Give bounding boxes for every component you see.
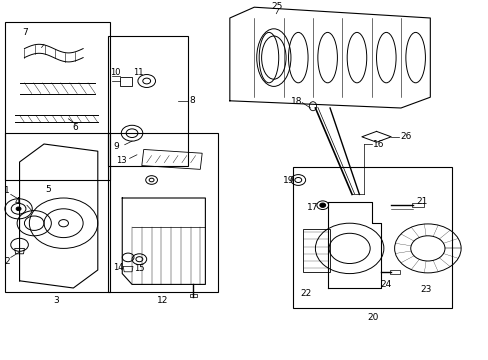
Text: 13: 13 xyxy=(116,156,127,165)
Text: 5: 5 xyxy=(45,185,51,194)
Bar xyxy=(5,22,110,180)
Text: 1: 1 xyxy=(4,186,10,195)
Text: 16: 16 xyxy=(372,140,384,149)
Text: 17: 17 xyxy=(306,202,318,212)
Bar xyxy=(107,133,217,292)
Text: 10: 10 xyxy=(110,68,120,77)
Text: 22: 22 xyxy=(300,289,311,298)
Text: 3: 3 xyxy=(53,296,59,305)
Text: 19: 19 xyxy=(282,176,294,185)
Bar xyxy=(5,133,110,292)
Text: 4: 4 xyxy=(15,197,20,206)
Text: 14: 14 xyxy=(113,263,123,272)
Text: 9: 9 xyxy=(113,143,119,152)
Text: 18: 18 xyxy=(290,97,302,106)
Text: 23: 23 xyxy=(420,285,431,294)
Circle shape xyxy=(16,207,21,211)
Text: 24: 24 xyxy=(380,280,391,289)
Text: 20: 20 xyxy=(366,313,378,322)
Text: 26: 26 xyxy=(399,132,410,141)
Circle shape xyxy=(319,203,325,207)
Bar xyxy=(142,149,202,169)
Bar xyxy=(411,203,423,207)
Bar xyxy=(303,229,329,272)
Bar xyxy=(293,167,451,308)
Bar xyxy=(189,294,196,297)
Text: 11: 11 xyxy=(133,68,143,77)
Text: 21: 21 xyxy=(416,197,427,206)
Bar xyxy=(107,36,188,166)
Text: 12: 12 xyxy=(156,296,168,305)
Text: 7: 7 xyxy=(22,28,28,37)
Bar xyxy=(389,270,399,274)
Text: 25: 25 xyxy=(271,2,282,11)
Text: 2: 2 xyxy=(4,256,10,266)
Text: 8: 8 xyxy=(189,96,195,105)
Text: 15: 15 xyxy=(134,264,144,273)
Text: 6: 6 xyxy=(72,123,78,132)
Bar xyxy=(120,77,132,86)
